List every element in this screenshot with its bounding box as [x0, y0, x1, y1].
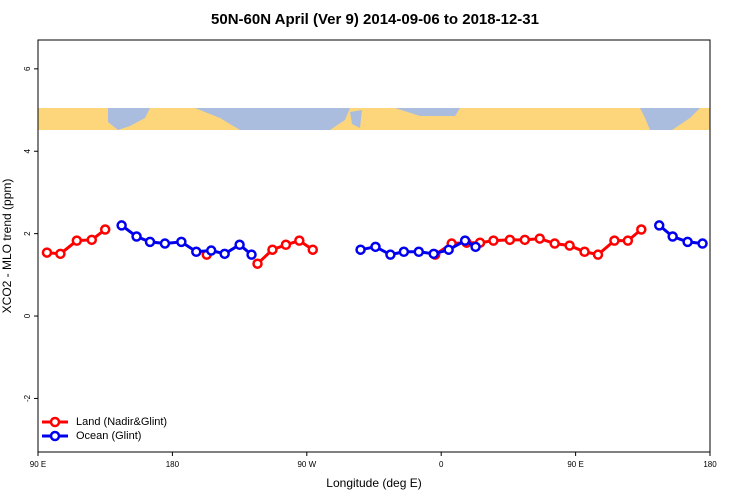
plot-frame	[37, 39, 711, 453]
point	[564, 240, 575, 251]
point	[385, 249, 396, 260]
point	[176, 236, 187, 248]
point	[398, 246, 410, 258]
point	[609, 235, 620, 246]
point	[459, 235, 471, 246]
y-axis-label: XCO2 - MLO trend (ppm)	[0, 179, 14, 314]
point	[470, 241, 481, 253]
chart-title: 50N-60N April (Ver 9) 2014-09-06 to 2018…	[211, 11, 539, 28]
point	[71, 235, 83, 246]
point	[653, 220, 665, 231]
legend-label: Land (Nadir&Glint)	[76, 416, 167, 428]
point	[205, 245, 217, 256]
point	[667, 231, 678, 242]
y-tick-label: 2	[23, 231, 32, 236]
point	[191, 246, 202, 258]
point	[697, 238, 708, 249]
point	[41, 247, 53, 258]
x-tick-label: 180	[703, 460, 717, 469]
y-tick-label: 6	[23, 66, 32, 71]
point	[488, 235, 499, 246]
point	[131, 231, 142, 242]
x-tick-label: 90 E	[30, 460, 46, 469]
point	[428, 248, 439, 260]
point	[99, 224, 111, 235]
x-tick-label: 90 W	[297, 460, 316, 469]
point	[144, 236, 156, 248]
y-tick-label: 4	[23, 148, 32, 153]
point	[579, 246, 590, 258]
x-tick-label: 90 E	[567, 460, 583, 469]
x-tick-label: 0	[439, 460, 444, 469]
point	[443, 244, 454, 255]
point	[219, 248, 230, 260]
point	[294, 235, 305, 246]
point	[267, 244, 278, 255]
x-axis-label: Longitude (deg E)	[326, 476, 421, 490]
point	[307, 244, 319, 255]
point	[159, 238, 171, 249]
point	[280, 239, 292, 251]
legend-marker	[49, 430, 61, 442]
point	[116, 220, 127, 231]
point	[592, 249, 604, 260]
point	[504, 234, 516, 246]
y-tick-label: -2	[23, 394, 32, 402]
point	[234, 239, 245, 251]
y-tick-label: 0	[23, 313, 32, 318]
legend-label: Ocean (Glint)	[76, 430, 141, 442]
point	[534, 233, 546, 244]
legend-marker	[49, 416, 61, 428]
point	[86, 234, 98, 246]
x-tick-label: 180	[166, 460, 180, 469]
point	[246, 249, 257, 260]
point	[355, 244, 366, 255]
map-band	[38, 108, 710, 130]
point	[413, 246, 425, 258]
point	[636, 224, 647, 235]
point	[622, 235, 634, 246]
point	[549, 238, 560, 249]
point	[55, 248, 66, 260]
point	[682, 236, 693, 248]
point	[370, 241, 381, 253]
point	[252, 258, 263, 269]
point	[519, 234, 531, 246]
